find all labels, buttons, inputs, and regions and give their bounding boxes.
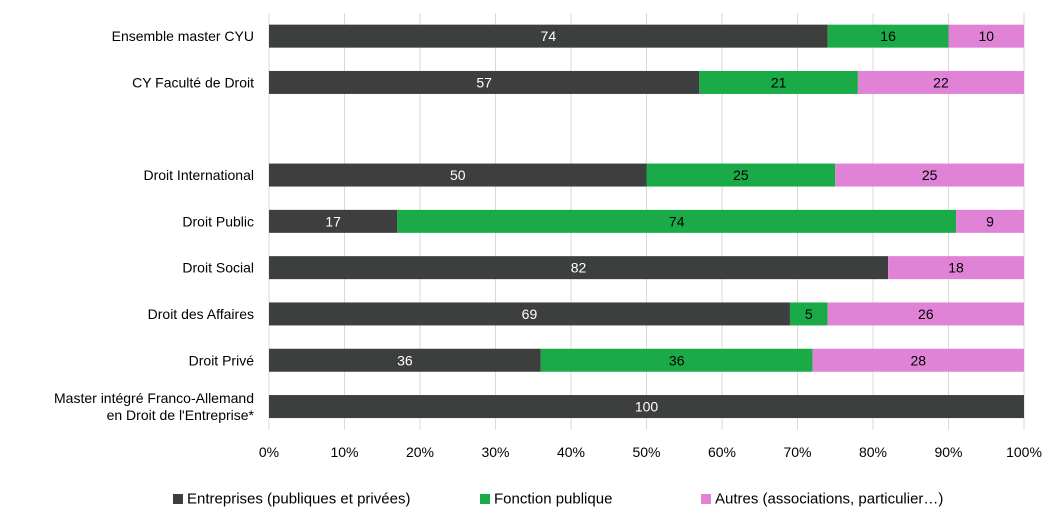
bar-segment (269, 24, 828, 48)
x-tick-label: 50% (632, 444, 660, 460)
data-label: 17 (325, 213, 341, 229)
category-label: Droit Social (182, 260, 254, 276)
data-label: 16 (880, 28, 896, 44)
category-label: Droit Public (182, 213, 254, 229)
data-label: 69 (522, 306, 538, 322)
bar-segment (789, 302, 828, 326)
bar-segment (948, 24, 1024, 48)
category-label: CY Faculté de Droit (132, 74, 254, 90)
bar-segment (812, 348, 1024, 372)
legend-swatch (480, 494, 490, 504)
data-label: 25 (922, 167, 938, 183)
bars: 74 16 10 57 21 22 50 25 25 17 74 9 82 18 69 5 26 36 36 28 10… (269, 24, 1024, 419)
bar-segment (269, 70, 700, 94)
x-tick-label: 80% (859, 444, 887, 460)
bar-segment (397, 209, 957, 233)
legend-swatch (701, 494, 711, 504)
bar-segment (827, 302, 1024, 326)
category-label: Ensemble master CYU (112, 28, 254, 44)
legend: Entreprises (publiques et privées) Foncti… (173, 491, 943, 508)
data-label: 36 (669, 352, 685, 368)
x-tick-label: 90% (934, 444, 962, 460)
x-tick-label: 20% (406, 444, 434, 460)
data-label: 28 (911, 352, 927, 368)
x-tick-label: 70% (783, 444, 811, 460)
bar-segment (827, 24, 949, 48)
bar-segment (835, 163, 1024, 187)
legend-label: Autres (associations, particulier…) (715, 491, 943, 508)
x-tick-label: 100% (1006, 444, 1042, 460)
bar-segment (269, 163, 647, 187)
bar-segment (269, 348, 541, 372)
bar-segment (269, 256, 889, 280)
data-label: 50 (450, 167, 466, 183)
data-label: 36 (397, 352, 413, 368)
data-label: 9 (986, 213, 994, 229)
bar-segment (269, 302, 790, 326)
bar-segment (269, 209, 398, 233)
category-label: Master intégré Franco-Allemand en Droit d… (54, 390, 255, 423)
bar-segment (269, 395, 1024, 419)
x-axis-tick-labels: 0% 10% 20% 30% 40% 50% 60% 70% 80% 90% 100% (259, 444, 1042, 460)
data-label: 10 (978, 28, 994, 44)
data-label: 5 (805, 306, 813, 322)
bar-segment (956, 209, 1024, 233)
legend-label: Entreprises (publiques et privées) (187, 491, 410, 508)
data-label: 100 (635, 399, 659, 415)
data-label: 82 (571, 260, 587, 276)
data-label: 25 (733, 167, 749, 183)
data-label: 18 (948, 260, 964, 276)
bar-segment (857, 70, 1024, 94)
category-labels: Ensemble master CYU CY Faculté de Droit Dr… (54, 28, 255, 423)
x-tick-label: 0% (259, 444, 279, 460)
x-tick-label: 60% (708, 444, 736, 460)
x-tick-label: 10% (330, 444, 358, 460)
bar-segment (646, 163, 836, 187)
legend-swatch (173, 494, 183, 504)
data-label: 21 (771, 74, 787, 90)
bar-segment (540, 348, 813, 372)
data-label: 57 (476, 74, 492, 90)
bar-segment (699, 70, 858, 94)
data-label: 74 (669, 213, 685, 229)
category-label: Droit Privé (189, 352, 255, 368)
category-label: Droit des Affaires (148, 306, 254, 322)
x-tick-label: 40% (557, 444, 585, 460)
data-label: 74 (541, 28, 557, 44)
data-label: 26 (918, 306, 934, 322)
x-tick-label: 30% (481, 444, 509, 460)
bar-segment (888, 256, 1024, 280)
category-label: Droit International (143, 167, 254, 183)
legend-label: Fonction publique (494, 491, 612, 508)
data-label: 22 (933, 74, 949, 90)
